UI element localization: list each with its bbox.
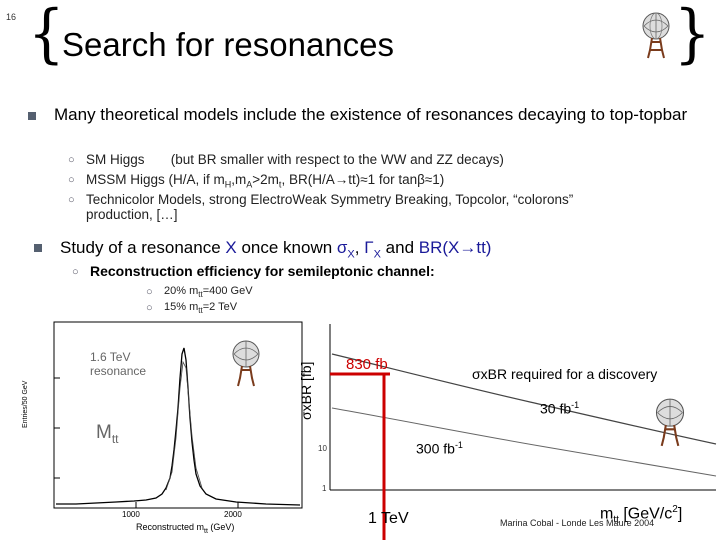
slide-title: Search for resonances bbox=[62, 26, 395, 63]
bullet-study: Study of a resonance X once known σX, ΓX… bbox=[60, 238, 492, 261]
bullet-models: Many theoretical models include the exis… bbox=[54, 105, 688, 124]
mtt-label: Mtt bbox=[96, 422, 119, 446]
histogram-xlabel: Reconstructed mtt (GeV) bbox=[136, 522, 235, 535]
discovery-ylabel: σxBR [fb] bbox=[298, 361, 314, 420]
efficiency-2tev: 15% mtt=2 TeV bbox=[164, 301, 238, 316]
sub-bullet-ring: ○ bbox=[68, 154, 75, 166]
bullet-marker bbox=[34, 244, 42, 252]
mass-histogram-plot: Entries/50 GeV 1.6 TeV resonance Mtt 100… bbox=[16, 318, 306, 540]
resonance-label: 1.6 TeV resonance bbox=[90, 350, 147, 378]
efficiency-400: 20% mtt=400 GeV bbox=[164, 285, 253, 300]
sub-bullet-ring: ○ bbox=[68, 194, 75, 206]
atlas-logo-icon bbox=[655, 398, 685, 447]
sub-bullet-ring: ○ bbox=[72, 266, 79, 278]
sub-bullet-ring: ○ bbox=[68, 174, 75, 186]
histogram-tick-1000: 1000 bbox=[122, 510, 140, 519]
atlas-logo-icon bbox=[642, 12, 670, 59]
subitem-sm-higgs: SM Higgs (but BR smaller with respect to… bbox=[86, 152, 504, 167]
discovery-xlabel: mtt [GeV/c2] bbox=[600, 504, 683, 526]
histogram-svg bbox=[53, 321, 303, 509]
reconstruction-label: Reconstruction efficiency for semilepton… bbox=[90, 263, 435, 279]
sub-bullet-ring: ○ bbox=[146, 286, 153, 298]
slide-number: 16 bbox=[6, 12, 17, 22]
footer-credit: Marina Cobal - Londe Les Maure 2004 bbox=[500, 518, 655, 528]
discovery-svg bbox=[329, 324, 717, 540]
left-brace: { bbox=[28, 0, 65, 71]
subitem-mssm-higgs: MSSM Higgs (H/A, if mH,mA>2mt, BR(H/A→tt… bbox=[86, 172, 445, 190]
bullet-marker bbox=[28, 112, 36, 120]
label-required-discovery: σxBR required for a discovery bbox=[472, 366, 658, 382]
label-830fb: 830 fb bbox=[346, 356, 388, 373]
tick-y-1: 1 bbox=[322, 484, 327, 493]
label-1tev: 1 TeV bbox=[368, 510, 409, 527]
label-30fb: 30 fb-1 bbox=[540, 400, 580, 417]
histogram-ylabel: Entries/50 GeV bbox=[22, 380, 29, 428]
histogram-tick-2000: 2000 bbox=[224, 510, 242, 519]
atlas-logo-icon bbox=[232, 340, 260, 387]
right-brace: } bbox=[674, 0, 711, 71]
subitem-technicolor: Technicolor Models, strong ElectroWeak S… bbox=[86, 192, 574, 222]
discovery-plot: σxBR [fb] 830 fb σxBR required for a dis… bbox=[298, 320, 720, 540]
tick-y-10: 10 bbox=[318, 444, 327, 453]
sub-bullet-ring: ○ bbox=[146, 302, 153, 314]
label-300fb: 300 fb-1 bbox=[416, 440, 463, 457]
